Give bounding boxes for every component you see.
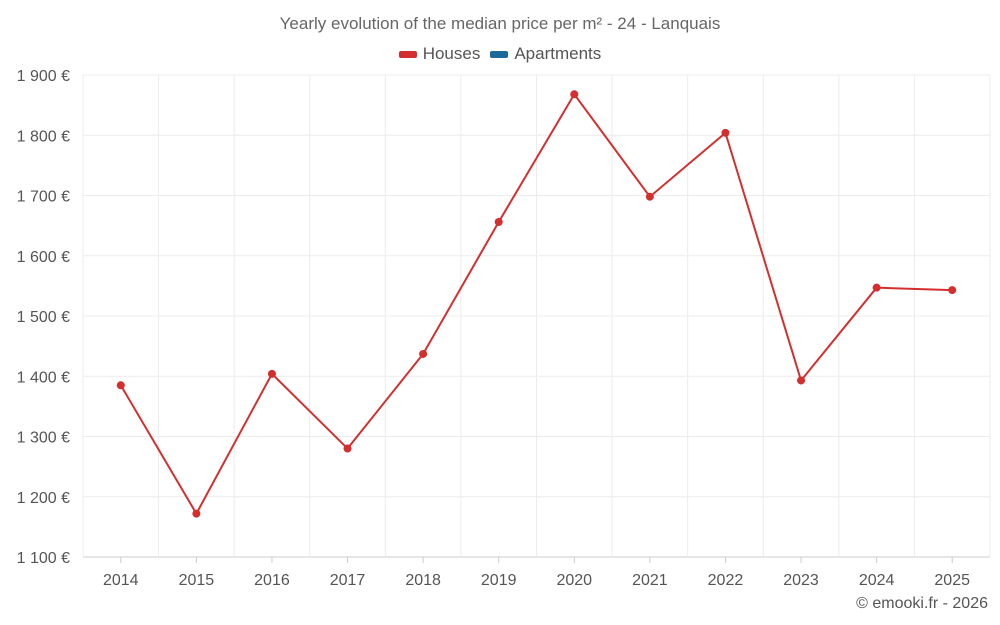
- legend-swatch-houses: [398, 50, 417, 58]
- legend-item-apartments[interactable]: Apartments: [490, 44, 601, 64]
- y-tick-label-1400: 1 400 €: [17, 369, 70, 386]
- x-tick-label-2018: 2018: [405, 572, 441, 589]
- y-tick-label-1100: 1 100 €: [17, 550, 70, 567]
- data-point-houses-2024: [872, 283, 881, 292]
- x-tick-label-2021: 2021: [632, 572, 668, 589]
- series-line-houses: [119, 92, 953, 516]
- data-point-houses-2025: [948, 286, 957, 295]
- copyright-credit: © emooki.fr - 2026: [856, 595, 988, 612]
- x-tick-label-2023: 2023: [783, 572, 819, 589]
- legend-label-apartments: Apartments: [514, 44, 602, 63]
- data-point-houses-2014: [116, 381, 125, 390]
- data-point-houses-2020: [570, 90, 579, 99]
- data-point-houses-2018: [419, 349, 428, 358]
- data-point-houses-2021: [645, 192, 654, 201]
- y-tick-label-1900: 1 900 €: [17, 68, 70, 85]
- x-tick-label-2015: 2015: [179, 572, 215, 589]
- y-tick-label-1600: 1 600 €: [17, 249, 70, 266]
- data-point-houses-2023: [797, 376, 806, 385]
- legend-item-houses[interactable]: Houses: [398, 44, 481, 64]
- chart-title: Yearly evolution of the median price per…: [279, 14, 721, 33]
- x-tick-label-2014: 2014: [103, 572, 139, 589]
- data-point-houses-2015: [192, 509, 201, 518]
- y-tick-label-1200: 1 200 €: [17, 490, 70, 507]
- x-tick-label-2020: 2020: [556, 572, 592, 589]
- legend-label-houses: Houses: [422, 44, 481, 63]
- x-tick-label-2017: 2017: [330, 572, 366, 589]
- data-point-houses-2019: [494, 218, 503, 227]
- legend-swatch-apartments: [490, 50, 509, 58]
- x-tick-label-2019: 2019: [481, 572, 517, 589]
- x-tick-label-2022: 2022: [708, 572, 744, 589]
- data-point-houses-2017: [343, 444, 352, 453]
- y-tick-label-1700: 1 700 €: [17, 189, 70, 206]
- legend: Houses Apartments: [0, 44, 1000, 64]
- y-tick-label-1300: 1 300 €: [17, 430, 70, 447]
- x-tick-label-2016: 2016: [254, 572, 290, 589]
- y-tick-label-1500: 1 500 €: [17, 309, 70, 326]
- x-tick-label-2025: 2025: [934, 572, 970, 589]
- x-tick-label-2024: 2024: [859, 572, 895, 589]
- y-tick-label-1800: 1 800 €: [17, 128, 70, 145]
- data-point-houses-2022: [721, 128, 730, 137]
- data-point-houses-2016: [267, 369, 276, 378]
